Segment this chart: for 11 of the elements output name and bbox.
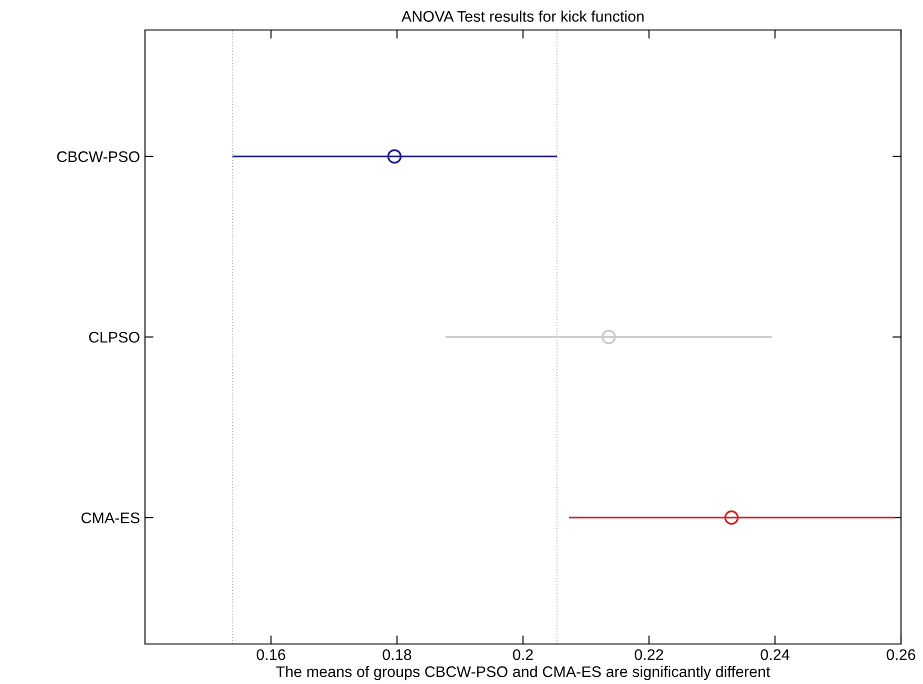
x-tick-label: 0.22	[634, 649, 664, 660]
x-tick-label: 0.24	[760, 649, 790, 660]
x-tick-label: 0.18	[382, 649, 412, 660]
x-tick-label: 0.16	[256, 649, 286, 660]
x-tick-label: 0.26	[886, 649, 916, 660]
y-tick-label: CMA-ES	[81, 512, 140, 524]
y-tick-label: CLPSO	[89, 332, 140, 343]
y-tick-label: CBCW-PSO	[57, 151, 140, 162]
chart-title: ANOVA Test results for kick function	[401, 10, 644, 22]
x-axis-title: The means of groups CBCW-PSO and CMA-ES are significantly different	[276, 666, 770, 680]
x-tick-label: 0.2	[512, 649, 533, 660]
